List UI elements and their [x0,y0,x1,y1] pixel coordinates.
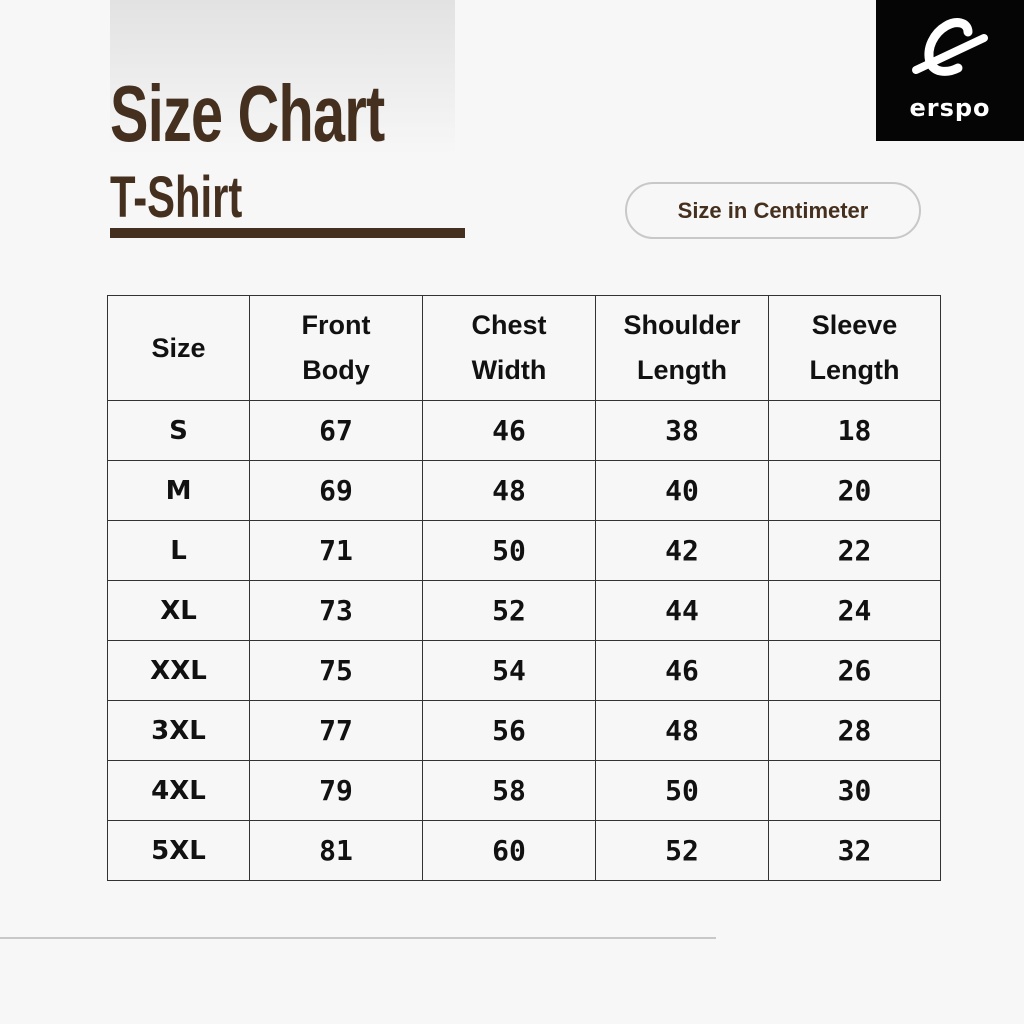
measurement-cell: 77 [249,700,423,761]
size-table: Size Front Body Chest Width Shoulder Length Sle… [107,295,941,881]
measurement-cell: 32 [768,820,941,881]
column-header: Front Body [249,295,423,401]
measurement-cell: 50 [422,520,596,581]
column-header: Shoulder Length [595,295,769,401]
table-row: 4XL 79 58 50 30 [107,760,941,821]
size-cell: XL [107,580,250,641]
table-row: 5XL 81 60 52 32 [107,820,941,881]
table-row: M 69 48 40 20 [107,460,941,521]
size-cell: S [107,400,250,461]
measurement-cell: 48 [422,460,596,521]
page-subtitle: T-Shirt [110,165,243,230]
measurement-cell: 50 [595,760,769,821]
table-row: S 67 46 38 18 [107,400,941,461]
measurement-cell: 30 [768,760,941,821]
measurement-cell: 81 [249,820,423,881]
measurement-cell: 54 [422,640,596,701]
measurement-cell: 60 [422,820,596,881]
erspo-e-logo-icon [912,18,988,76]
measurement-cell: 69 [249,460,423,521]
unit-badge: Size in Centimeter [625,182,921,239]
measurement-cell: 75 [249,640,423,701]
table-row: 3XL 77 56 48 28 [107,700,941,761]
measurement-cell: 52 [422,580,596,641]
brand-name: erspo [909,94,991,122]
column-header: Sleeve Length [768,295,941,401]
measurement-cell: 38 [595,400,769,461]
measurement-cell: 28 [768,700,941,761]
title-underline [110,228,465,238]
size-cell: M [107,460,250,521]
column-header: Size [107,295,250,401]
measurement-cell: 22 [768,520,941,581]
measurement-cell: 18 [768,400,941,461]
measurement-cell: 52 [595,820,769,881]
measurement-cell: 71 [249,520,423,581]
measurement-cell: 40 [595,460,769,521]
table-header-row: Size Front Body Chest Width Shoulder Length Sle… [107,295,941,401]
size-cell: XXL [107,640,250,701]
measurement-cell: 46 [595,640,769,701]
measurement-cell: 42 [595,520,769,581]
measurement-cell: 67 [249,400,423,461]
measurement-cell: 24 [768,580,941,641]
size-cell: L [107,520,250,581]
page-title: Size Chart [110,69,385,158]
header-background [110,0,455,155]
measurement-cell: 79 [249,760,423,821]
size-cell: 3XL [107,700,250,761]
measurement-cell: 48 [595,700,769,761]
measurement-cell: 44 [595,580,769,641]
measurement-cell: 56 [422,700,596,761]
divider [0,937,716,939]
table-row: L 71 50 42 22 [107,520,941,581]
brand-logo: erspo [876,0,1024,141]
measurement-cell: 20 [768,460,941,521]
measurement-cell: 58 [422,760,596,821]
measurement-cell: 46 [422,400,596,461]
measurement-cell: 26 [768,640,941,701]
table-row: XL 73 52 44 24 [107,580,941,641]
measurement-cell: 73 [249,580,423,641]
size-cell: 5XL [107,820,250,881]
column-header: Chest Width [422,295,596,401]
size-cell: 4XL [107,760,250,821]
table-row: XXL 75 54 46 26 [107,640,941,701]
